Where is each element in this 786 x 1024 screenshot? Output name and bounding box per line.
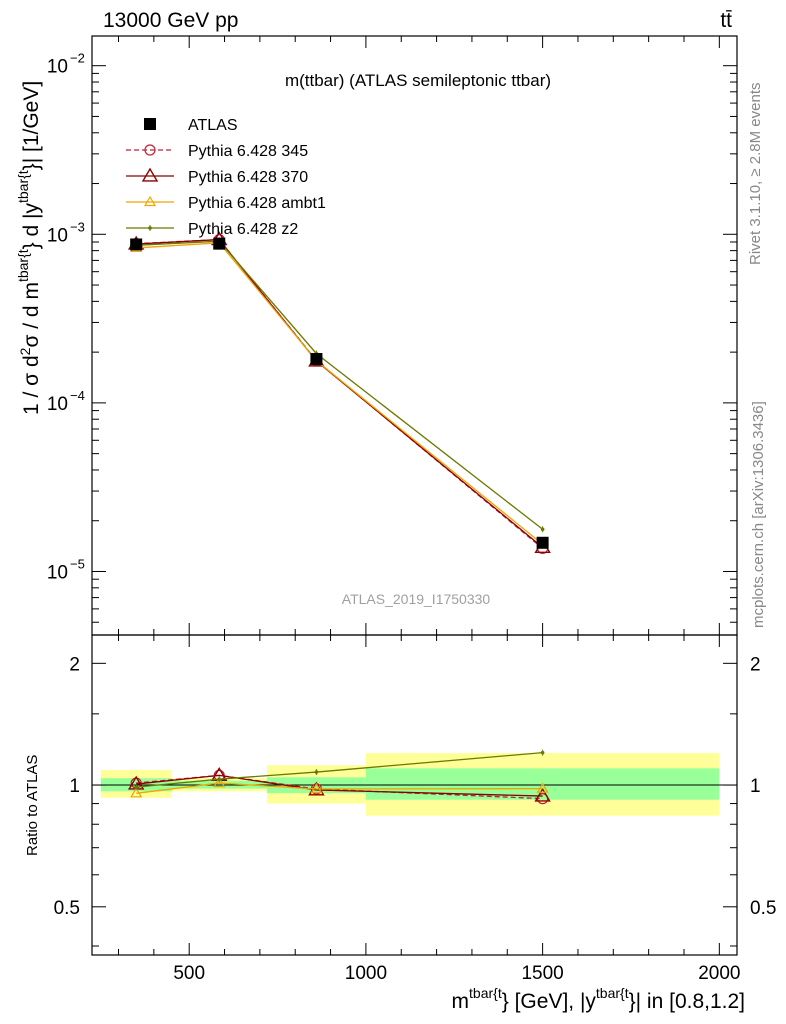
legend-series-3-point <box>143 195 157 207</box>
legend: ATLAS Pythia 6.428 345 Pythia 6.428 370 Pyt… <box>126 117 326 238</box>
series-3-ratio-point <box>130 787 143 798</box>
y-tick-label: 10 <box>47 562 68 583</box>
y-tick-exponent: −3 <box>70 219 85 234</box>
legend-label: Pythia 6.428 345 <box>188 143 308 160</box>
x-tick-label: 1500 <box>521 963 563 984</box>
ratio-frame <box>91 634 738 956</box>
atlas-data-point <box>536 536 549 549</box>
watermark: ATLAS_2019_I1750330 <box>342 591 491 607</box>
legend-label: Pythia 6.428 370 <box>188 169 308 186</box>
series-2-line <box>136 238 544 548</box>
legend-series-1-point <box>144 144 156 156</box>
ratio-tick-label: 0.5 <box>54 898 80 919</box>
ratio-tick-label: 1 <box>69 776 80 797</box>
atlas-data-point <box>310 353 323 366</box>
ratio-series-layer <box>127 749 551 805</box>
atlas-data-point <box>130 238 143 251</box>
ratio-tick-label: 2 <box>69 654 80 675</box>
legend-label: ATLAS <box>188 117 238 134</box>
legend-label: Pythia 6.428 z2 <box>188 221 298 238</box>
ratio-tick-label-right: 0.5 <box>750 898 776 919</box>
rivet-version: Rivet 3.1.10, ≥ 2.8M events <box>747 83 764 266</box>
ratio-tick-label-right: 2 <box>750 654 761 675</box>
header-right: tt̄ <box>720 9 732 32</box>
series-layer <box>127 231 551 555</box>
y-tick-exponent: −5 <box>70 556 85 571</box>
series-3-ratio-point <box>310 782 323 794</box>
series-3-line <box>136 242 544 545</box>
x-tick-label: 1000 <box>345 963 387 984</box>
series-3-ratio-line <box>136 782 543 794</box>
y-axis-label: 1 / σ d2σ / d mtbar{t} d |ytbar{t}| [1/G… <box>15 81 43 415</box>
y-tick-exponent: −2 <box>70 51 85 66</box>
x-axis-label: mtbar{t} [GeV], |ytbar{t}| in [0.8,1.2] <box>452 985 745 1013</box>
legend-label: Pythia 6.428 ambt1 <box>188 195 326 212</box>
x-tick-label: 500 <box>173 963 205 984</box>
legend-series-2-point <box>141 167 159 182</box>
y-tick-label: 10 <box>47 225 68 246</box>
legend-atlas-point <box>144 118 156 130</box>
series-3-ratio-point <box>536 782 549 793</box>
atlas-data-point <box>213 237 226 250</box>
chart-title: m(ttbar) (ATLAS semileptonic ttbar) <box>285 71 551 90</box>
ratio-y-axis-label: Ratio to ATLAS <box>24 755 41 856</box>
x-tick-label: 2000 <box>698 963 740 984</box>
y-tick-label: 10 <box>47 394 68 415</box>
header-left: 13000 GeV pp <box>103 9 238 32</box>
series-2-ratio-point <box>534 787 551 802</box>
y-tick-label: 10 <box>47 57 68 78</box>
series-4-ratio-line <box>136 751 543 788</box>
series-2-ratio-line <box>136 774 543 797</box>
y-tick-exponent: −4 <box>70 388 85 403</box>
mcplots-credit: mcplots.cern.ch [arXiv:1306.3436] <box>750 401 767 628</box>
ratio-tick-label-right: 1 <box>750 776 761 797</box>
series-4-line <box>136 240 544 530</box>
series-3-ratio-point <box>213 776 226 788</box>
